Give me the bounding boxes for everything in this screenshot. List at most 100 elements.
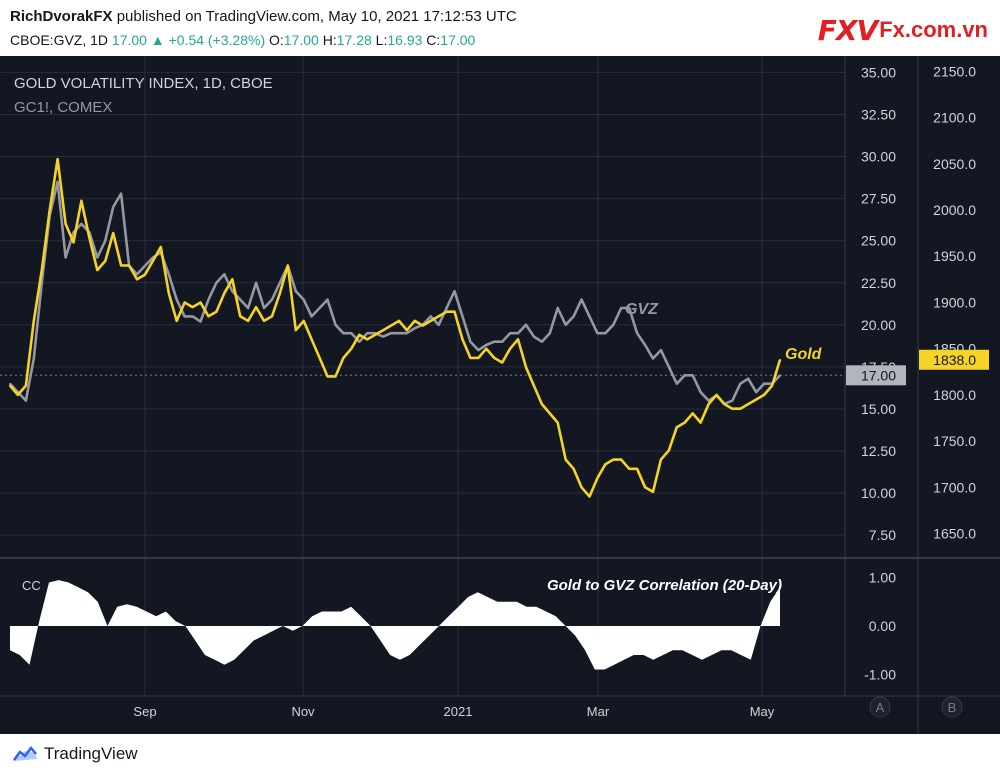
- axes: [0, 56, 1000, 734]
- gold-axis-tick: 1700.0: [933, 479, 976, 495]
- gvz-series-line-point: [56, 180, 59, 183]
- gold-series-line-point: [747, 403, 750, 406]
- gvz-series-line-point: [564, 323, 567, 326]
- gvz-series-line-point: [9, 382, 11, 385]
- gold-series-line-point: [429, 320, 432, 322]
- gold-series-line-point: [421, 324, 424, 327]
- cloud-chart-icon: [13, 745, 37, 761]
- gold-series-line-point: [64, 222, 67, 225]
- gold-series-line-point: [398, 320, 400, 322]
- gvz-series-line-point: [207, 298, 210, 301]
- gvz-axis-tick: 10.00: [861, 485, 896, 501]
- high-value: 17.28: [336, 32, 372, 48]
- gold-axis-tick: 1800.0: [933, 387, 976, 403]
- gold-axis-tick: 1900.0: [933, 294, 976, 310]
- gold-series-line-point: [56, 158, 59, 161]
- gold-series-line-point: [477, 357, 480, 359]
- gvz-series-line-point: [223, 273, 226, 276]
- gvz-series-line-point: [612, 323, 615, 326]
- chart-subtitle: GC1!, COMEX: [14, 99, 112, 116]
- gvz-axis-tick: 7.50: [869, 527, 896, 543]
- gvz-series-line-point: [398, 332, 400, 335]
- gvz-series-line-point: [40, 281, 43, 284]
- gold-series-line-point: [453, 310, 456, 313]
- gvz-series-line-point: [32, 357, 35, 360]
- symbol-label[interactable]: CBOE:GVZ, 1D: [10, 32, 109, 48]
- gvz-series-line-point: [247, 307, 250, 309]
- open-label: O:: [269, 32, 284, 48]
- gold-series-line-point: [572, 467, 575, 470]
- gold-series-line-point: [461, 338, 464, 341]
- gvz-series-line-point: [469, 340, 472, 343]
- x-tick-label: May: [750, 704, 775, 719]
- gvz-series-line-point: [755, 391, 758, 394]
- gvz-series-line-point: [104, 239, 107, 242]
- gvz-series-line-point: [699, 391, 702, 394]
- x-tick-label: Sep: [133, 704, 156, 719]
- gvz-series-line-point: [64, 256, 67, 259]
- gold-series-line-point: [88, 236, 91, 239]
- gvz-series-line-point: [294, 290, 297, 293]
- gvz-series-line-point: [191, 315, 194, 318]
- gold-series-line-point: [223, 292, 226, 295]
- gold-series-line-point: [437, 315, 440, 318]
- gold-series-line: [9, 157, 782, 498]
- gvz-axis-tick: 35.00: [861, 64, 896, 80]
- gvz-series-line-point: [652, 357, 654, 360]
- gold-series-line-point: [406, 329, 408, 332]
- gold-series-line-point: [334, 375, 337, 378]
- chart-svg[interactable]: Sep Nov 2021 Mar May 35.00 32.50 30.00 27.50 25.0…: [0, 56, 1000, 734]
- labels: Sep Nov 2021 Mar May 35.00 32.50 30.00 27.50 25.0…: [14, 63, 989, 719]
- gvz-series-line-point: [636, 332, 639, 335]
- gvz-series-line-point: [707, 399, 710, 402]
- gvz-series-line-point: [413, 327, 416, 330]
- gold-series-line-point: [723, 403, 726, 406]
- gvz-series-line-point: [683, 374, 686, 377]
- scale-button-a[interactable]: [869, 696, 891, 718]
- author-name[interactable]: RichDvorakFX: [10, 8, 113, 25]
- gold-series-line-point: [32, 320, 35, 322]
- gvz-axis-tick: 25.00: [861, 233, 896, 249]
- fxv-logo: FXV Fx.com.vn: [818, 14, 988, 47]
- gvz-axis-tick: 30.00: [861, 149, 896, 165]
- gold-series-line-point: [604, 463, 607, 466]
- gold-series-line-point: [286, 264, 289, 267]
- scale-button-b[interactable]: [941, 696, 963, 718]
- gvz-series-line-point: [739, 382, 742, 385]
- gold-series-line-point: [167, 292, 170, 295]
- gvz-series-line-point: [167, 273, 170, 276]
- gold-series-line-point: [104, 259, 107, 262]
- gvz-series-line-point: [596, 332, 599, 335]
- gvz-series-line-point: [318, 307, 321, 309]
- gold-series-line-point: [191, 306, 194, 308]
- gvz-series-line-point: [628, 307, 631, 309]
- chart-title: GOLD VOLATILITY INDEX, 1D, CBOE: [14, 75, 273, 92]
- gvz-series-line-point: [548, 332, 551, 335]
- gold-series-line-point: [540, 403, 543, 406]
- gold-series-line-point: [175, 320, 178, 322]
- gold-series-line-point: [715, 393, 718, 396]
- gvz-series-line-point: [406, 332, 408, 335]
- gvz-series-line-point: [501, 340, 504, 343]
- tradingview-logo[interactable]: TradingView: [12, 744, 138, 764]
- gold-series-line-point: [755, 398, 758, 401]
- correlation-axis-tick: 1.00: [869, 570, 896, 586]
- gold-last-value: 1838.0: [933, 352, 976, 368]
- gold-series-line-point: [771, 384, 773, 387]
- published-text: published on TradingView.com, May 10, 20…: [116, 8, 517, 25]
- gvz-series-line-point: [461, 315, 464, 318]
- high-label: H:: [322, 32, 337, 48]
- gold-annotation: Gold: [785, 346, 823, 363]
- gold-series-line-point: [342, 357, 345, 359]
- gvz-series-line-point: [533, 335, 535, 338]
- gvz-series-line-point: [342, 332, 345, 335]
- gold-series-line-point: [779, 358, 781, 361]
- gold-series-line-point: [302, 320, 305, 322]
- chart-area[interactable]: Sep Nov 2021 Mar May 35.00 32.50 30.00 27.50 25.0…: [0, 56, 1000, 734]
- gold-series-line-point: [128, 264, 130, 267]
- quote-line: CBOE:GVZ, 1D 17.00 ▲ +0.54 (+3.28%) O:17…: [10, 32, 475, 48]
- gold-series-line-point: [548, 412, 551, 415]
- publication-line: RichDvorakFX published on TradingView.co…: [10, 8, 517, 25]
- gold-series-line-point: [199, 301, 202, 304]
- gvz-series-line-point: [136, 273, 138, 276]
